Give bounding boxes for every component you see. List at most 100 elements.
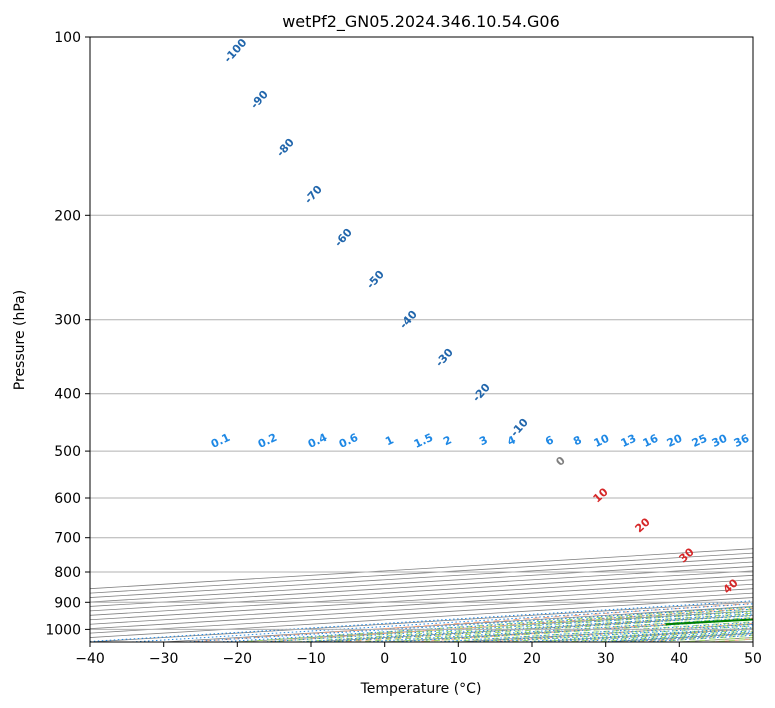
isotherm-line — [237, 610, 753, 642]
dry-adiabat-label: -20 — [470, 381, 493, 405]
y-axis-label: Pressure (hPa) — [12, 290, 28, 390]
plot-frame — [89, 36, 754, 643]
isohume-label: 6 — [543, 433, 556, 448]
x-tick-label: −20 — [223, 651, 253, 667]
isotherm-line — [90, 570, 753, 612]
isotherm-line — [679, 637, 753, 642]
moist-adiabat-line — [266, 608, 753, 642]
x-tick-label: 50 — [744, 651, 762, 667]
dry-adiabat-line — [620, 37, 775, 654]
isohume-label: 0.6 — [337, 431, 360, 451]
x-axis: −40 −30 −20 −10 0 10 20 30 40 50 — [75, 642, 762, 667]
moist-adiabat-line — [237, 606, 753, 642]
x-tick-label: −10 — [296, 651, 326, 667]
isohume-label: 8 — [571, 433, 583, 448]
dry-adiabat-label: -100 — [221, 36, 249, 65]
y-tick-label: 100 — [54, 30, 81, 46]
dry-adiabat-line — [704, 638, 753, 642]
isohume-label: 0.1 — [209, 431, 232, 451]
dry-adiabat-label: -40 — [397, 308, 420, 332]
moist-adiabat-line — [443, 621, 753, 642]
y-axis: 100 200 300 400 500 600 700 800 900 1000 — [45, 30, 90, 638]
moist-adiabat-label: 20 — [633, 515, 653, 535]
moist-adiabat-line — [502, 625, 753, 642]
x-tick-label: 0 — [380, 651, 389, 667]
isohume-label: 20 — [665, 432, 685, 450]
isohume-label: 30 — [710, 432, 730, 450]
y-tick-label: 500 — [54, 444, 81, 460]
dry-adiabat-label: -60 — [332, 226, 355, 250]
isotherm-line — [531, 628, 753, 642]
isotherm-line — [90, 574, 753, 616]
moist-adiabat-label: 0 — [553, 454, 568, 469]
isohume-label: 16 — [641, 432, 661, 450]
y-tick-label: 900 — [54, 595, 81, 611]
x-tick-label: 10 — [449, 651, 467, 667]
isotherm-line — [90, 548, 753, 590]
isotherm-line — [90, 561, 753, 603]
isohume-label: 25 — [690, 432, 709, 450]
x-tick-label: 30 — [597, 651, 615, 667]
isotherm-line — [90, 588, 753, 630]
y-tick-label: 1000 — [45, 622, 81, 638]
isotherm-line — [90, 597, 753, 638]
isohume-line — [365, 617, 753, 642]
y-tick-label: 700 — [54, 531, 81, 547]
isohume-label: 36 — [732, 432, 752, 450]
x-tick-label: 40 — [670, 651, 688, 667]
isohume-label: 0.2 — [256, 431, 279, 451]
isotherm-line — [458, 623, 753, 642]
isohume-line — [299, 613, 753, 642]
moist-adiabat-label: 10 — [591, 485, 611, 505]
x-tick-label: −40 — [75, 651, 105, 667]
dewpoint-profile-line — [665, 618, 753, 626]
y-tick-label: 600 — [54, 491, 81, 507]
isohume-label: 13 — [619, 432, 638, 450]
isotherm-line — [90, 557, 753, 598]
isohume-line — [90, 600, 753, 642]
y-tick-label: 200 — [54, 208, 81, 224]
x-tick-label: −30 — [149, 651, 179, 667]
dry-adiabat-line — [181, 602, 753, 642]
isotherm-line — [90, 552, 753, 594]
moist-adiabat-line — [296, 610, 753, 642]
y-tick-label: 400 — [54, 387, 81, 403]
y-tick-label: 300 — [54, 313, 81, 329]
moist-adiabat-line — [708, 638, 753, 642]
chart-title: wetPf2_GN05.2024.346.10.54.G06 — [282, 12, 560, 32]
pressure-grid — [90, 37, 753, 630]
moist-adiabat-label: 40 — [721, 576, 741, 596]
isohume-label: 3 — [477, 433, 489, 448]
moist-adiabat-line — [679, 636, 753, 642]
dry-adiabat-label: -30 — [433, 346, 456, 370]
isotherm-line — [90, 579, 753, 621]
isotherm-line — [90, 592, 753, 634]
dry-adiabat-label: -90 — [248, 88, 271, 112]
y-tick-label: 800 — [54, 565, 81, 581]
isotherm-line — [90, 566, 753, 607]
moist-adiabat-line — [620, 633, 753, 642]
dry-adiabat-label: -50 — [364, 268, 387, 292]
dry-adiabat-label: -80 — [274, 136, 297, 160]
moist-adiabat-line — [414, 619, 753, 642]
sounding-series — [665, 618, 753, 626]
background-lines — [90, 37, 775, 654]
isohume-label: 1.5 — [412, 431, 435, 451]
x-axis-label: Temperature (°C) — [360, 681, 482, 697]
isohume-label: 2 — [441, 433, 453, 448]
moist-adiabat-line — [531, 627, 753, 642]
isohume-line — [467, 623, 753, 642]
dry-adiabat-line — [630, 633, 753, 642]
dry-adiabat-line — [256, 607, 753, 642]
isohume-label: 0.4 — [306, 431, 329, 451]
dry-adiabat-line — [696, 37, 775, 654]
dry-adiabat-line — [555, 628, 753, 642]
isotherm-line — [90, 601, 753, 642]
isotherm-line — [90, 583, 753, 625]
isohume-label: 10 — [592, 432, 612, 450]
isotherm-line — [752, 641, 753, 642]
moist-adiabat-line — [473, 623, 753, 642]
line-labels: -100-90-80-70-60-50-40-30-20-10010203040… — [209, 36, 752, 597]
dry-adiabat-label: -70 — [302, 183, 325, 207]
